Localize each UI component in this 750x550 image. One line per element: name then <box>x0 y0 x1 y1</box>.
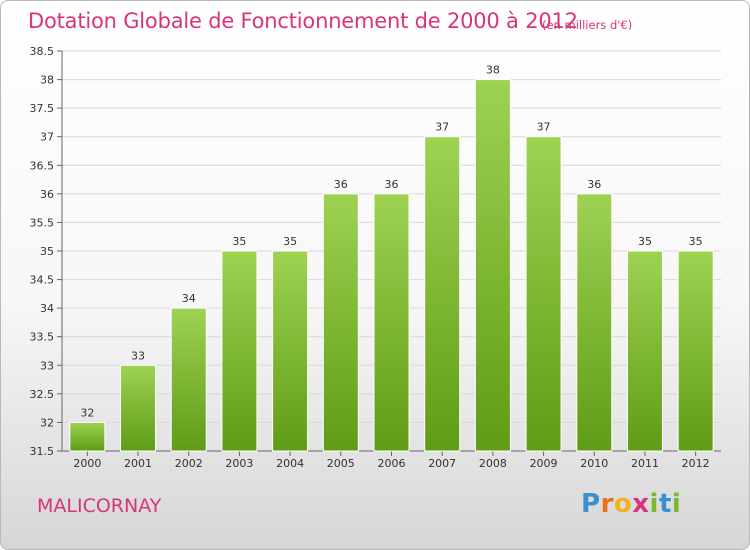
x-tick-label: 2011 <box>631 457 659 470</box>
data-label: 35 <box>689 235 703 248</box>
commune-name: MALICORNAY <box>37 495 162 517</box>
x-tick-label: 2001 <box>124 457 152 470</box>
chart-title: Dotation Globale de Fonctionnement de 20… <box>28 9 578 33</box>
x-tick-label: 2007 <box>428 457 456 470</box>
y-tick-label: 31.5 <box>30 445 55 458</box>
bar-2008 <box>474 79 511 452</box>
y-tick-label: 37 <box>40 131 54 144</box>
bar-2001 <box>120 364 157 452</box>
data-label: 36 <box>385 178 399 191</box>
data-label: 37 <box>435 121 449 134</box>
logo-letter: i <box>671 489 682 519</box>
y-tick-label: 36 <box>40 188 54 201</box>
unit-note: (en milliers d'€) <box>542 18 633 32</box>
y-tick-label: 33 <box>40 359 54 372</box>
y-tick-label: 32.5 <box>30 388 55 401</box>
data-label: 35 <box>232 235 246 248</box>
x-tick-label: 2010 <box>580 457 608 470</box>
proxiti-logo: Proxiti <box>581 489 681 519</box>
x-tick-label: 2002 <box>175 457 203 470</box>
bar-2011 <box>626 250 663 452</box>
data-label: 37 <box>537 121 551 134</box>
y-tick-label: 38 <box>40 74 54 87</box>
x-tick-label: 2006 <box>378 457 406 470</box>
logo-letter: t <box>658 489 672 519</box>
bar-2002 <box>170 307 207 452</box>
y-tick-label: 37.5 <box>30 102 55 115</box>
x-tick-label: 2009 <box>530 457 558 470</box>
bar-2006 <box>373 193 410 452</box>
data-label: 35 <box>283 235 297 248</box>
bar-2010 <box>576 193 613 452</box>
data-label: 34 <box>182 292 196 305</box>
bar-2007 <box>424 136 461 452</box>
bar-2005 <box>322 193 359 452</box>
y-tick-label: 35 <box>40 245 54 258</box>
x-tick-label: 2000 <box>73 457 101 470</box>
data-label: 35 <box>638 235 652 248</box>
data-label: 33 <box>131 349 145 362</box>
data-label: 38 <box>486 64 500 77</box>
x-tick-label: 2008 <box>479 457 507 470</box>
y-tick-label: 32 <box>40 416 54 429</box>
data-label: 36 <box>587 178 601 191</box>
y-tick-label: 38.5 <box>30 45 55 58</box>
y-tick-label: 35.5 <box>30 216 55 229</box>
bar-2003 <box>221 250 258 452</box>
x-tick-label: 2005 <box>327 457 355 470</box>
logo-letter: r <box>600 489 614 519</box>
bar-2009 <box>525 136 562 452</box>
x-tick-label: 2003 <box>225 457 253 470</box>
logo-letter: x <box>632 489 650 519</box>
logo-letter: o <box>613 489 633 519</box>
data-label: 36 <box>334 178 348 191</box>
bar-2004 <box>272 250 309 452</box>
y-tick-label: 36.5 <box>30 159 55 172</box>
data-label: 32 <box>80 406 94 419</box>
y-tick-label: 33.5 <box>30 331 55 344</box>
x-tick-label: 2012 <box>682 457 710 470</box>
bar-2000 <box>69 421 106 452</box>
bars <box>69 79 714 452</box>
logo-letter: P <box>581 489 601 519</box>
y-tick-label: 34.5 <box>30 274 55 287</box>
logo-letter: i <box>649 489 659 519</box>
bar-2012 <box>677 250 714 452</box>
data-labels: 32 33 34 35 35 36 36 37 38 37 36 35 35 <box>80 64 702 420</box>
x-tick-label: 2004 <box>276 457 304 470</box>
y-tick-label: 34 <box>40 302 54 315</box>
x-tick-labels: 2000 2001 2002 2003 2004 2005 2006 2007 2008 2009… <box>73 457 709 470</box>
y-tick-labels: 31.5 32 32.5 33 33.5 34 34.5 35 35.5 36 36.5 37 37.5… <box>30 45 55 458</box>
